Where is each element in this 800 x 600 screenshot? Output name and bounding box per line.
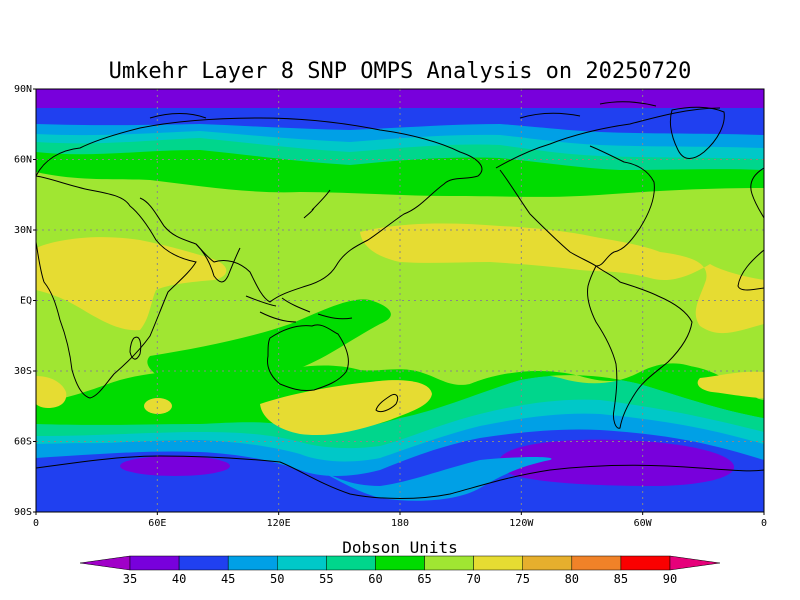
colorbar-level-label: 70 [466, 572, 480, 586]
colorbar-level-label: 50 [270, 572, 284, 586]
colorbar-segment [424, 555, 474, 571]
colorbar-level-label: 35 [123, 572, 137, 586]
colorbar-segment [522, 555, 573, 571]
lat-tick-label: 30N [14, 225, 32, 236]
lon-tick-label: 0 [761, 518, 767, 529]
coast-india [195, 243, 241, 283]
coast-indonesia [245, 295, 353, 323]
lon-tick-label: 60E [148, 518, 166, 529]
coast-greenland [669, 106, 725, 159]
coast-antarctica [36, 455, 764, 499]
colorbar-level-label: 85 [614, 572, 628, 586]
coastlines [36, 101, 764, 499]
colorbar-segment [326, 555, 376, 571]
lat-tick-label: EQ [20, 296, 32, 307]
yellow-spot-south [144, 398, 172, 414]
grid-lines [36, 89, 764, 512]
colorbar-segment [277, 555, 327, 571]
purple-patch-antarctic-east [120, 456, 230, 476]
lon-tick-label: 120E [267, 518, 291, 529]
colorbar-level-label: 80 [565, 572, 579, 586]
colorbar: 35 40 45 50 55 60 65 70 75 80 85 90 [79, 555, 721, 586]
purple-patch-antarctic-west [499, 439, 735, 486]
lon-tick-label: 180 [391, 518, 409, 529]
colorbar-segment [571, 555, 622, 571]
colorbar-segment [473, 555, 523, 571]
colorbar-segment [375, 555, 425, 571]
lat-tick-label: 90N [14, 84, 32, 95]
band-45-southern-lobe [36, 443, 552, 501]
colorbar-level-label: 75 [516, 572, 530, 586]
colorbar-low-arrow [79, 555, 131, 571]
coast-japan [303, 189, 331, 219]
coast-south-america [587, 265, 693, 429]
coast-australia [267, 324, 349, 391]
lat-tick-label: 60S [14, 437, 32, 448]
coast-north-america [495, 107, 721, 267]
colorbar-segment [129, 555, 180, 571]
colorbar-level-label: 65 [417, 572, 431, 586]
band-40-north [36, 108, 764, 135]
yellow-region-central-pacific [360, 223, 764, 334]
yellow-region-africa [36, 237, 227, 331]
colorbar-level-label: 45 [221, 572, 235, 586]
lon-tick-label: 120W [509, 518, 534, 529]
coast-madagascar [129, 336, 142, 360]
coast-western-europe [737, 167, 764, 291]
coast-eurasia [36, 117, 483, 303]
colorbar-segment [620, 555, 671, 571]
yellow-region-south-atlantic [697, 371, 764, 398]
band-35-north [36, 89, 764, 109]
lon-tick-label: 60W [634, 518, 653, 529]
colorbar-level-label: 40 [172, 572, 186, 586]
colorbar-segment [227, 555, 278, 571]
green-patch-south-pacific [470, 365, 764, 418]
lat-tick-label: 90S [14, 507, 32, 518]
map-title: Umkehr Layer 8 SNP OMPS Analysis on 2025… [109, 59, 692, 84]
coast-new-zealand [375, 393, 399, 413]
yellow-region-south-indian [36, 376, 67, 408]
latitude-axis: 90N 60N 30N EQ 30S 60S 90S [14, 84, 36, 518]
colorbar-level-label: 55 [319, 572, 333, 586]
coast-arctic-islands [149, 101, 657, 119]
colorbar-level-label: 60 [368, 572, 382, 586]
lat-tick-label: 60N [14, 155, 32, 166]
lat-tick-label: 30S [14, 366, 32, 377]
colorbar-segment [178, 555, 229, 571]
colorbar-level-label: 90 [663, 572, 677, 586]
yellow-region-south-pacific [260, 380, 432, 436]
coast-africa [36, 175, 197, 399]
lon-tick-label: 0 [33, 518, 39, 529]
map-field [36, 89, 764, 512]
colorbar-title: Dobson Units [342, 538, 458, 557]
longitude-axis: 0 60E 120E 180 120W 60W 0 [33, 512, 767, 529]
colorbar-high-arrow [669, 555, 721, 571]
